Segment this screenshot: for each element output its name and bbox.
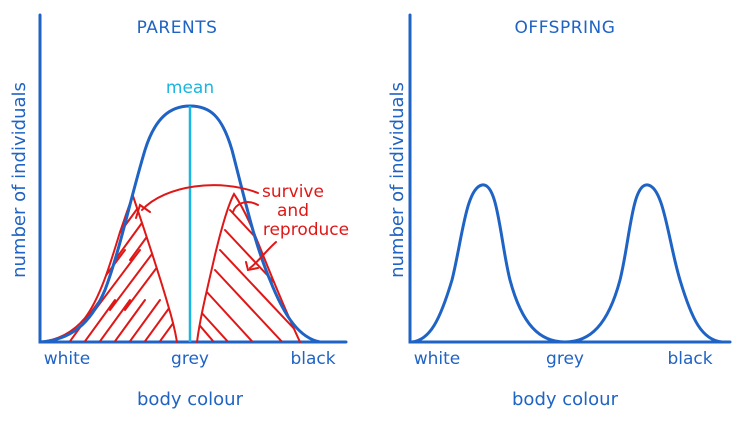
offspring-tick-grey: grey — [546, 349, 584, 369]
offspring-axes — [408, 13, 732, 344]
annotation-line-reproduce: reproduce — [263, 220, 349, 240]
offspring-tick-black: black — [667, 349, 712, 369]
offspring-y-axis-label: number of individuals — [387, 82, 408, 278]
parents-axes — [38, 13, 348, 344]
offspring-distribution-curve — [410, 183, 724, 344]
right-survivor-outline — [196, 192, 301, 343]
parents-panel: PARENTS number of individuals mean survi… — [9, 13, 349, 410]
annotation-arrow-right — [249, 241, 277, 269]
parents-y-axis-label: number of individuals — [9, 82, 30, 278]
parents-x-axis-label: body colour — [137, 389, 244, 410]
parents-tick-black: black — [290, 349, 335, 369]
annotation-line-survive: survive — [262, 182, 324, 202]
mean-label: mean — [166, 78, 214, 98]
survive-and-reproduce-annotation: survive and reproduce — [135, 182, 349, 272]
left-survivor-outline — [39, 193, 178, 343]
annotation-arrowhead-left — [135, 203, 151, 219]
annotation-arrow-center — [232, 201, 259, 213]
offspring-panel: OFFSPRING number of individuals white gr… — [387, 13, 732, 410]
offspring-x-axis-label: body colour — [512, 389, 619, 410]
annotation-line-and: and — [277, 201, 309, 221]
parents-tick-grey: grey — [171, 349, 209, 369]
offspring-title: OFFSPRING — [515, 18, 616, 38]
parents-title: PARENTS — [137, 18, 218, 38]
offspring-tick-white: white — [414, 349, 461, 369]
parents-tick-white: white — [44, 349, 91, 369]
annotation-arrow-left — [141, 184, 259, 211]
annotation-arrowhead-right — [245, 261, 259, 272]
